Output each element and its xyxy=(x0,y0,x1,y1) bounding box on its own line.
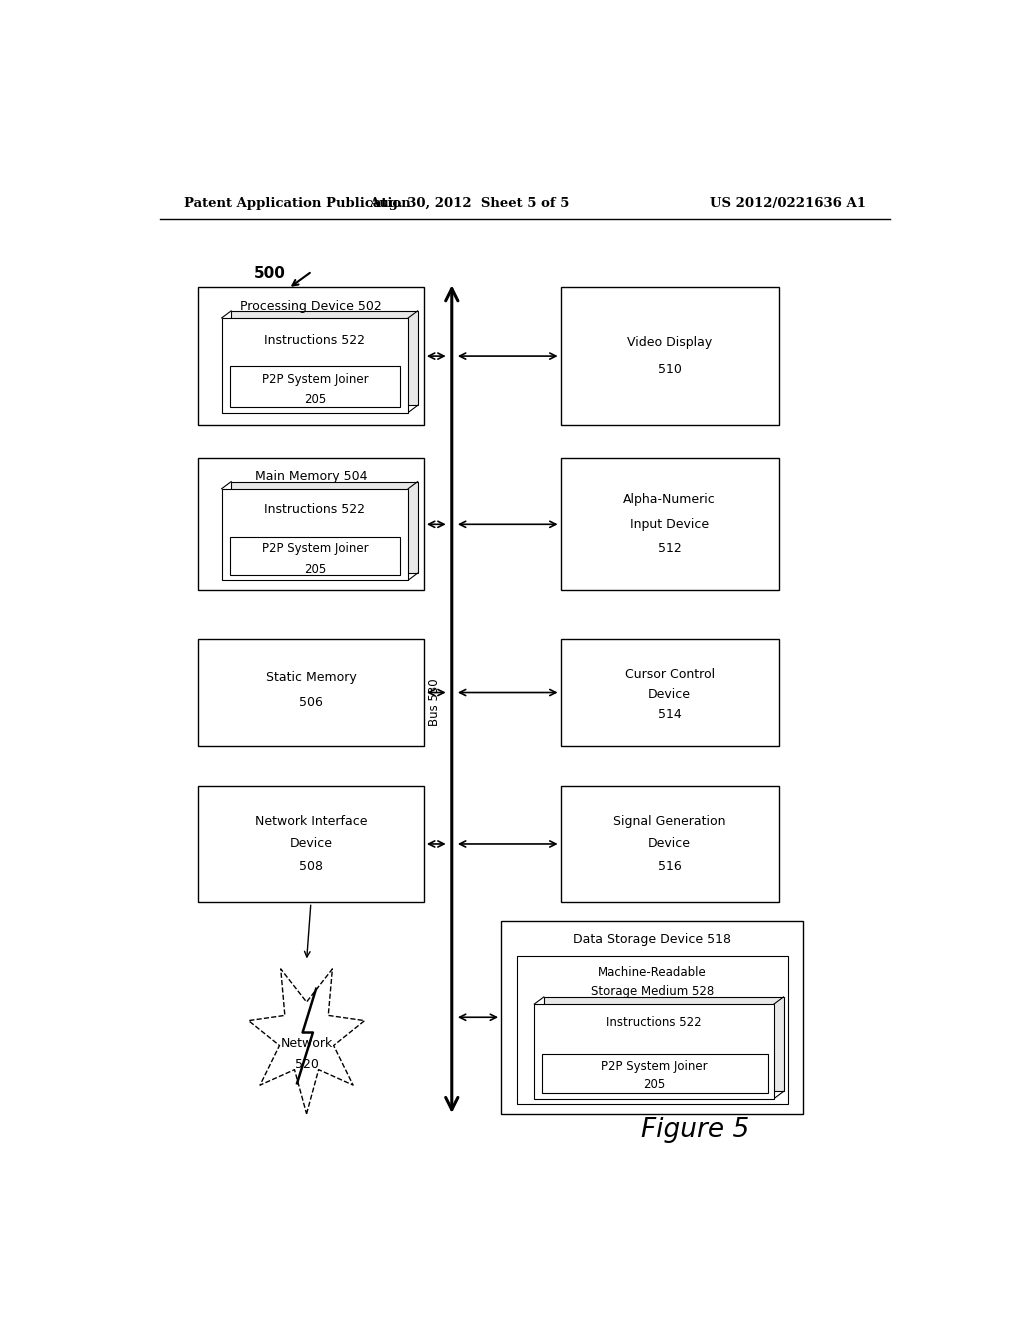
Bar xyxy=(221,318,409,412)
Text: Data Storage Device 518: Data Storage Device 518 xyxy=(572,933,731,946)
Bar xyxy=(221,488,409,581)
Bar xyxy=(560,639,779,746)
Text: 205: 205 xyxy=(304,562,326,576)
Text: Video Display: Video Display xyxy=(627,337,713,350)
Text: Alpha-Numeric: Alpha-Numeric xyxy=(624,494,716,507)
Text: Aug. 30, 2012  Sheet 5 of 5: Aug. 30, 2012 Sheet 5 of 5 xyxy=(369,197,569,210)
Text: 500: 500 xyxy=(253,265,286,281)
Text: P2P System Joiner: P2P System Joiner xyxy=(261,374,369,385)
Text: Input Device: Input Device xyxy=(630,517,710,531)
Text: Instructions 522: Instructions 522 xyxy=(264,334,366,347)
Text: Network: Network xyxy=(281,1038,333,1051)
Bar xyxy=(535,1005,774,1098)
Text: 205: 205 xyxy=(643,1078,666,1092)
Bar xyxy=(231,312,418,405)
Text: Cursor Control: Cursor Control xyxy=(625,668,715,681)
Bar xyxy=(543,1053,768,1093)
Text: Network Interface: Network Interface xyxy=(255,816,368,828)
Bar xyxy=(501,921,803,1114)
Bar xyxy=(544,997,783,1092)
Text: Patent Application Publication: Patent Application Publication xyxy=(183,197,411,210)
Text: Signal Generation: Signal Generation xyxy=(613,816,726,828)
Bar xyxy=(231,482,418,573)
Bar xyxy=(560,785,779,903)
Bar xyxy=(229,366,400,408)
Text: Instructions 522: Instructions 522 xyxy=(264,503,366,516)
Bar xyxy=(198,785,424,903)
Bar xyxy=(560,458,779,590)
Bar xyxy=(229,537,400,576)
Bar xyxy=(517,956,788,1104)
Text: Instructions 522: Instructions 522 xyxy=(606,1016,702,1028)
Text: Figure 5: Figure 5 xyxy=(641,1117,750,1143)
Text: Machine-Readable: Machine-Readable xyxy=(598,966,707,979)
Bar xyxy=(560,288,779,425)
Text: P2P System Joiner: P2P System Joiner xyxy=(601,1060,708,1073)
Text: US 2012/0221636 A1: US 2012/0221636 A1 xyxy=(710,197,866,210)
Text: Device: Device xyxy=(648,688,691,701)
Bar xyxy=(198,458,424,590)
Bar xyxy=(198,288,424,425)
Text: Device: Device xyxy=(290,837,333,850)
Text: Device: Device xyxy=(648,837,691,850)
Text: Processing Device 502: Processing Device 502 xyxy=(240,300,382,313)
Text: 510: 510 xyxy=(657,363,682,376)
Text: Main Memory 504: Main Memory 504 xyxy=(255,470,368,483)
Text: Bus 530: Bus 530 xyxy=(428,678,440,726)
Text: 205: 205 xyxy=(304,393,326,407)
Text: 506: 506 xyxy=(299,696,323,709)
Text: 512: 512 xyxy=(657,543,682,556)
Text: P2P System Joiner: P2P System Joiner xyxy=(261,543,369,556)
Text: 516: 516 xyxy=(657,859,682,873)
Text: 514: 514 xyxy=(657,709,682,721)
Text: Storage Medium 528: Storage Medium 528 xyxy=(591,985,714,998)
Text: 520: 520 xyxy=(295,1057,318,1071)
Bar xyxy=(198,639,424,746)
Text: Static Memory: Static Memory xyxy=(265,671,356,684)
Text: 508: 508 xyxy=(299,859,323,873)
